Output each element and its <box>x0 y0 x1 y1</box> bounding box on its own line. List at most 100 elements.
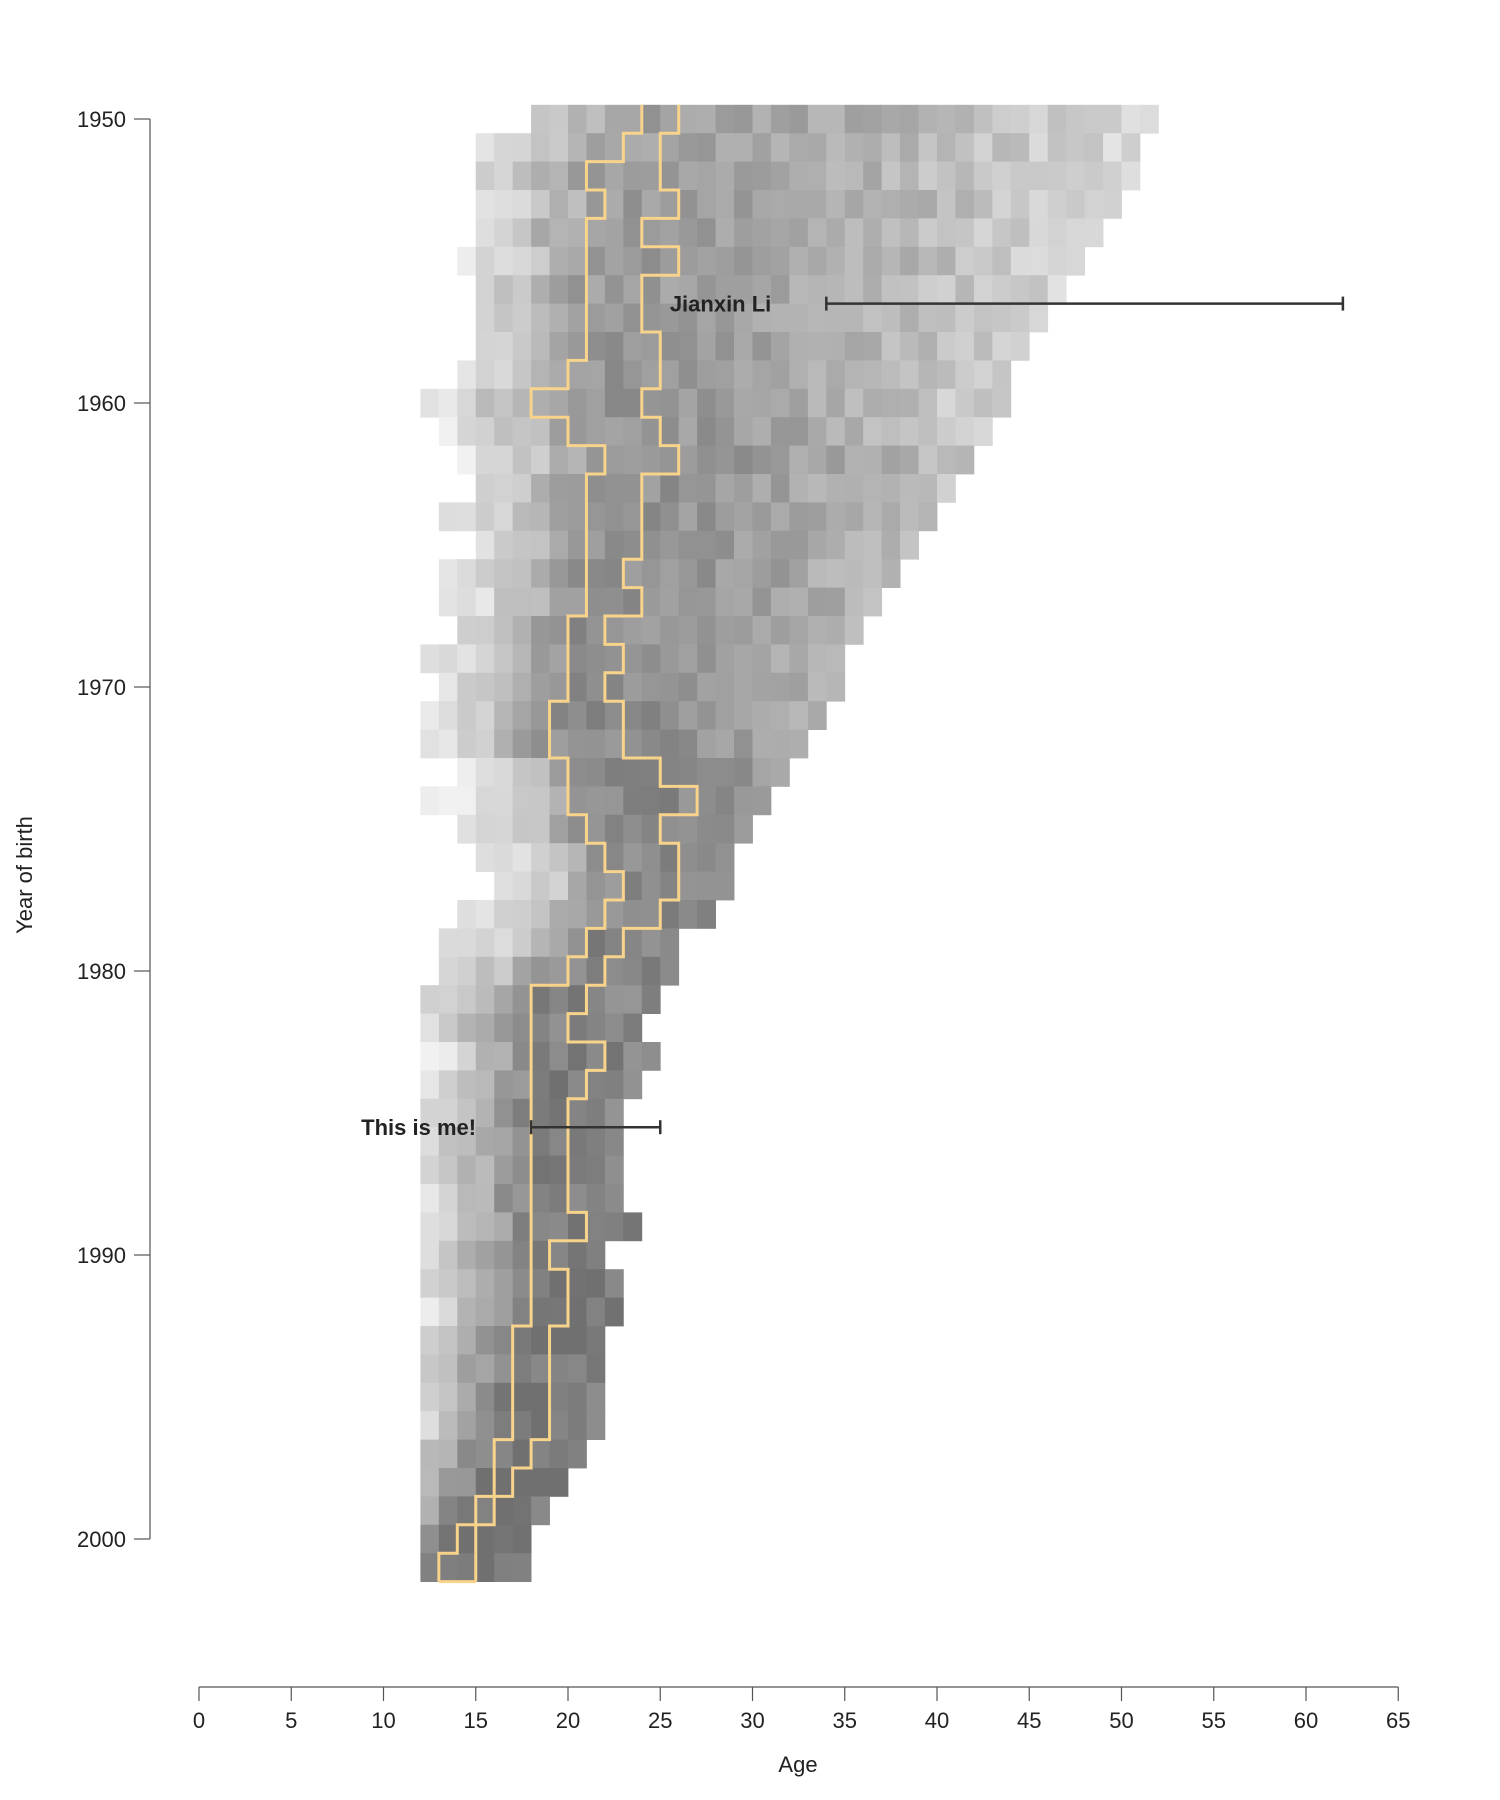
heatmap-cell <box>457 729 477 759</box>
heatmap-cell <box>641 786 661 816</box>
heatmap-cell <box>568 417 587 446</box>
heatmap-cell <box>457 1127 477 1156</box>
heatmap-cell <box>678 104 698 134</box>
heatmap-cell <box>826 417 846 446</box>
heatmap-cell <box>660 445 680 475</box>
heatmap-cell <box>438 985 458 1014</box>
annotation-label: This is me! <box>361 1115 476 1140</box>
heatmap-cell <box>826 388 846 418</box>
heatmap-cell <box>770 701 790 730</box>
heatmap-cell <box>807 246 827 276</box>
heatmap-cell <box>678 530 698 560</box>
heatmap-cell <box>623 985 643 1014</box>
heatmap-cell <box>623 246 643 276</box>
heatmap-cell <box>697 445 716 475</box>
heatmap-cell <box>494 1098 514 1128</box>
heatmap-cell <box>457 1269 477 1298</box>
heatmap-cell <box>678 445 698 475</box>
heatmap-cell <box>568 1297 587 1327</box>
heatmap-cell <box>457 1326 477 1355</box>
heatmap-cell <box>531 133 550 162</box>
heatmap-cell <box>623 559 643 588</box>
heatmap-cell <box>604 786 624 816</box>
heatmap-cell <box>494 133 514 162</box>
heatmap-cell <box>457 445 477 475</box>
heatmap-cell <box>770 360 790 390</box>
heatmap-cell <box>438 1411 458 1440</box>
heatmap-cell <box>438 644 458 674</box>
heatmap-cell <box>937 246 956 276</box>
heatmap-cell <box>844 388 864 418</box>
heatmap-cell <box>660 956 680 986</box>
heatmap-cell <box>697 104 716 134</box>
heatmap-cell <box>494 1269 514 1298</box>
heatmap-cell <box>660 616 680 645</box>
heatmap-cell <box>438 502 458 532</box>
heatmap-cell <box>475 1155 495 1185</box>
heatmap-cell <box>604 1269 624 1298</box>
heatmap-cell <box>1029 246 1049 276</box>
heatmap-cell <box>789 616 809 645</box>
heatmap-cell <box>918 133 938 162</box>
heatmap-cell <box>549 1070 569 1100</box>
heatmap-cell <box>789 502 809 532</box>
heatmap-cell <box>494 388 514 418</box>
heatmap-cell <box>531 474 550 503</box>
heatmap-cell <box>807 445 827 475</box>
heatmap-cell <box>623 786 643 816</box>
heatmap-cell <box>826 104 846 134</box>
heatmap-cell <box>863 474 883 503</box>
heatmap-cell <box>1066 133 1085 162</box>
heatmap-cell <box>660 701 680 730</box>
heatmap-cell <box>623 1212 643 1242</box>
heatmap-cell <box>641 1042 661 1071</box>
heatmap-cell <box>586 843 606 872</box>
annotations: Jianxin Li This is me! <box>361 292 1345 1140</box>
heatmap-cell <box>660 104 680 134</box>
heatmap-cell <box>641 190 661 219</box>
heatmap-cell <box>475 1098 495 1128</box>
heatmap-cell <box>438 1524 458 1554</box>
heatmap-cell <box>881 275 901 304</box>
heatmap-cell <box>697 786 716 816</box>
heatmap-cell <box>438 559 458 588</box>
heatmap-cell <box>531 1439 550 1469</box>
heatmap-cell <box>697 843 716 872</box>
heatmap-cell <box>715 814 735 844</box>
heatmap-cell <box>549 814 569 844</box>
heatmap-cell <box>494 1297 514 1327</box>
heatmap-cell <box>568 388 587 418</box>
heatmap-cell <box>955 104 975 134</box>
heatmap-cell <box>568 900 587 929</box>
heatmap-cell <box>531 218 550 248</box>
heatmap-cell <box>660 814 680 844</box>
heatmap-cell <box>863 332 883 361</box>
heatmap-cell <box>531 502 550 532</box>
heatmap-cell <box>475 985 495 1014</box>
heatmap-cell <box>604 445 624 475</box>
heatmap-cell <box>604 644 624 674</box>
heatmap-cell <box>715 701 735 730</box>
heatmap-cell <box>438 1042 458 1071</box>
heatmap-cell <box>586 190 606 219</box>
heatmap-cell <box>586 1155 606 1185</box>
heatmap-cell <box>715 388 735 418</box>
heatmap-cell <box>900 303 919 333</box>
heatmap-cell <box>641 985 661 1014</box>
heatmap-cell <box>494 218 514 248</box>
heatmap-cell <box>973 360 993 390</box>
heatmap-cell <box>826 190 846 219</box>
heatmap-cell <box>512 1269 532 1298</box>
heatmap-cell <box>826 161 846 191</box>
heatmap-cell <box>549 1098 569 1128</box>
heatmap-cell <box>457 956 477 986</box>
heatmap-cell <box>660 303 680 333</box>
heatmap-cell <box>420 1269 440 1298</box>
heatmap-cell <box>420 1155 440 1185</box>
heatmap-cell <box>881 190 901 219</box>
heatmap-cell <box>531 332 550 361</box>
heatmap-cell <box>770 417 790 446</box>
heatmap-cell <box>494 1382 514 1412</box>
heatmap-cell <box>494 644 514 674</box>
heatmap-cell <box>900 246 919 276</box>
